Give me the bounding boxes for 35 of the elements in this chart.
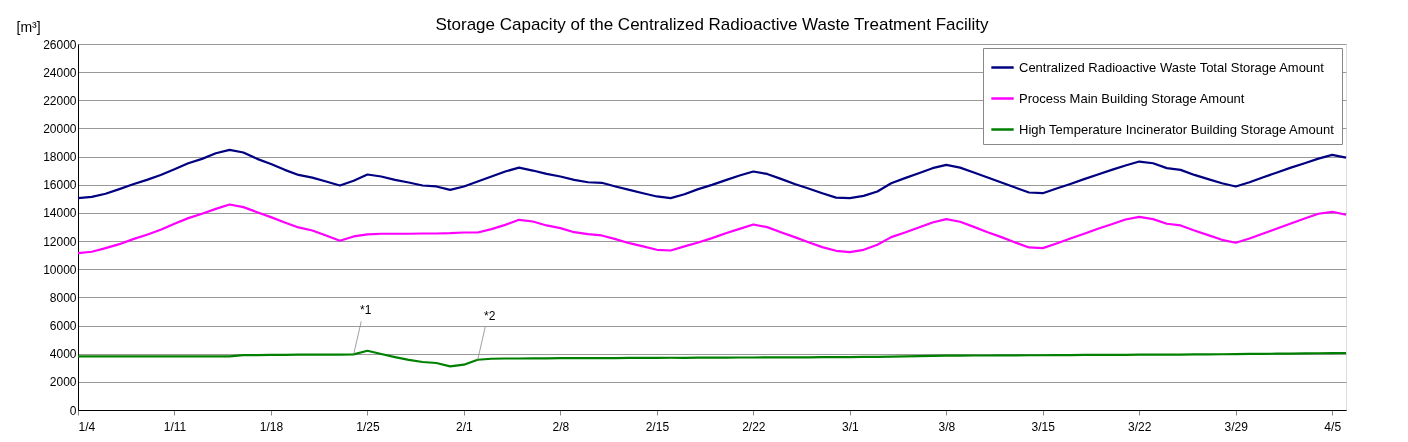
- x-tick-label: 1/25: [356, 419, 380, 434]
- x-tick-label: 1/4: [78, 419, 96, 434]
- x-tick-label: 2/8: [552, 419, 570, 434]
- x-tick-label: 2/15: [645, 419, 670, 434]
- y-tick-label: 6000: [49, 319, 77, 334]
- x-tick-label: 2/1: [456, 419, 474, 434]
- y-tick-label: 0: [69, 403, 77, 418]
- x-tick-label: 3/29: [1224, 419, 1249, 434]
- legend-label: Process Main Building Storage Amount: [1019, 90, 1245, 106]
- y-tick-label: 18000: [43, 150, 77, 165]
- annotation: *2: [484, 308, 496, 323]
- y-tick-label: 20000: [43, 121, 77, 136]
- legend-label: Centralized Radioactive Waste Total Storage Amount: [1019, 59, 1325, 75]
- legend-label: High Temperature Incinerator Building Storage Amount: [1019, 121, 1335, 137]
- y-tick-label: 8000: [49, 290, 77, 305]
- x-tick-label: 1/11: [163, 419, 187, 434]
- x-tick-label: 2/22: [742, 419, 766, 434]
- x-tick-label: 1/18: [259, 419, 284, 434]
- chart-title: Storage Capacity of the Centralized Radioactive Waste Treatment Facility: [435, 15, 990, 34]
- x-tick-label: 3/8: [938, 419, 956, 434]
- y-tick-label: 14000: [43, 206, 77, 221]
- annotation: *1: [359, 303, 372, 318]
- y-tick-label: 4000: [49, 347, 77, 362]
- y-tick-label: 10000: [43, 262, 77, 277]
- x-tick-label: 3/1: [841, 419, 859, 434]
- y-tick-label: 2000: [49, 375, 77, 390]
- x-tick-label: 3/22: [1128, 419, 1152, 434]
- y-tick-label: 12000: [43, 234, 77, 249]
- y-tick-label: 16000: [43, 178, 77, 193]
- y-tick-label: 22000: [43, 93, 77, 108]
- x-tick-label: 4/5: [1324, 419, 1342, 434]
- y-tick-label: 24000: [43, 65, 77, 80]
- x-tick-label: 3/15: [1031, 419, 1056, 434]
- y-axis-title: [m³]: [16, 18, 41, 35]
- y-tick-label: 26000: [43, 37, 77, 52]
